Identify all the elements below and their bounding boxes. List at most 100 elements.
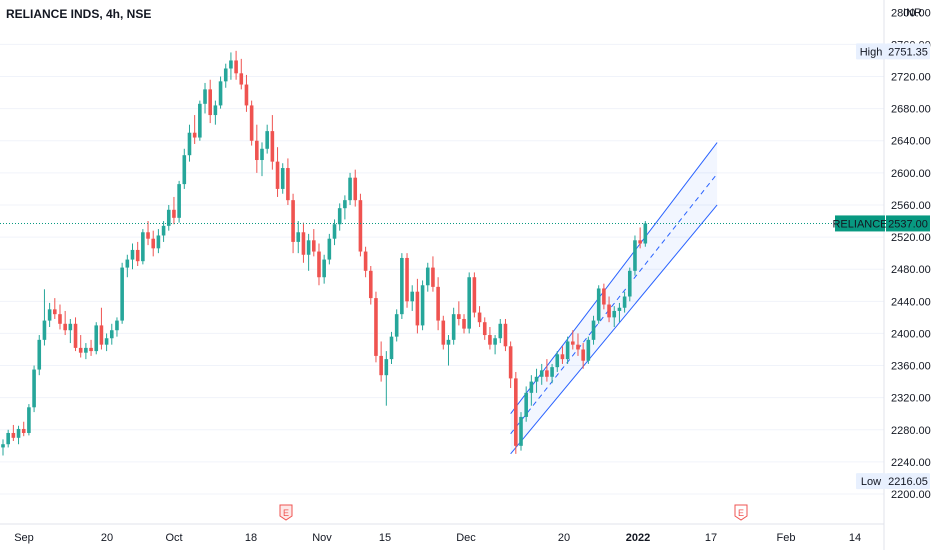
candle-body — [586, 339, 591, 361]
candle-body — [441, 320, 446, 345]
candle-body — [78, 347, 83, 353]
price-axis[interactable]: 2200.00 2240.00 2280.00 2320.00 2360.00 2400.… — [883, 0, 931, 550]
candle-body — [389, 336, 394, 360]
time-tick-label: Oct — [165, 532, 182, 544]
candle-body — [560, 354, 565, 360]
price-tick-label: 2720.00 — [891, 72, 931, 84]
time-axis[interactable]: Sep 20 Oct 18 Nov 15 Dec 20 2022 17 Feb 14 — [0, 523, 884, 544]
candle-body — [607, 304, 611, 318]
candle-body — [11, 432, 16, 438]
parallel-channel[interactable] — [510, 142, 718, 455]
candle-body — [104, 338, 109, 345]
candle-body — [120, 267, 124, 321]
price-tick-label: 2200.00 — [891, 489, 931, 501]
price-tick-label: 2560.00 — [891, 200, 931, 212]
candle-body — [415, 291, 420, 326]
candle-body — [529, 381, 534, 393]
time-tick-label: Feb — [777, 532, 796, 544]
candle-body — [363, 251, 368, 271]
candle-body — [565, 341, 570, 360]
high-badge-value: 2751.35 — [888, 46, 928, 58]
candle-body — [234, 60, 238, 74]
candle-body — [286, 168, 290, 201]
candle-body — [425, 267, 430, 286]
last-badge-value: 2537.00 — [888, 218, 928, 230]
candle-body — [545, 370, 549, 377]
candle-body — [602, 288, 606, 305]
price-tick-label: 2600.00 — [891, 168, 931, 180]
candle-body — [571, 341, 575, 345]
candle-body — [27, 407, 31, 433]
last-badge-label: RELIANCE — [832, 218, 887, 230]
candle-body — [229, 60, 233, 69]
candle-body — [420, 285, 425, 326]
candle-body — [353, 177, 358, 201]
candle-body — [534, 376, 539, 382]
low-badge-label-bg — [856, 473, 886, 490]
candle-body — [208, 89, 212, 116]
price-tick-label: 2280.00 — [891, 425, 931, 437]
price-tick-label: 2440.00 — [891, 296, 931, 308]
candle-body — [301, 232, 306, 255]
candle-body — [550, 367, 554, 377]
candle-body — [244, 84, 249, 106]
candle-body — [446, 339, 451, 345]
candle-body — [306, 240, 311, 255]
time-tick-label: 17 — [705, 532, 717, 544]
candle-body — [16, 428, 21, 438]
candle-body — [265, 131, 269, 149]
high-badge-label-bg — [856, 43, 886, 60]
candle-body — [151, 238, 156, 249]
candle-body — [255, 140, 259, 161]
candle-body — [638, 240, 642, 244]
candle-body — [394, 314, 399, 337]
currency-label[interactable]: INR — [903, 7, 922, 19]
candle-body — [203, 89, 207, 104]
candle-body — [135, 249, 140, 262]
candle-body — [358, 200, 363, 252]
price-tick-label: 2240.00 — [891, 457, 931, 469]
candle-body — [109, 330, 114, 339]
candles-layer — [1, 50, 648, 456]
candle-body — [462, 318, 466, 329]
candle-body — [296, 232, 301, 242]
candle-body — [32, 369, 36, 408]
earnings-marker-icon — [279, 504, 293, 521]
price-tick-label: 2400.00 — [891, 328, 931, 340]
candle-body — [493, 338, 497, 345]
candle-body — [312, 240, 316, 252]
candle-body — [94, 325, 99, 352]
grid-layer — [0, 43, 884, 495]
candle-body — [519, 416, 523, 446]
price-tick-label: 2320.00 — [891, 393, 931, 405]
earnings-marker-label: E — [283, 508, 289, 518]
last-badge-label-bg — [835, 215, 885, 232]
candle-body — [384, 359, 389, 376]
price-tick-label: 2480.00 — [891, 264, 931, 276]
candle-body — [612, 310, 617, 318]
candle-body — [467, 277, 471, 329]
candle-body — [596, 288, 601, 321]
candle-body — [141, 232, 145, 262]
candle-body — [400, 257, 404, 315]
last-badge-value-bg — [886, 215, 930, 232]
candle-body — [223, 68, 228, 82]
channel-fill — [510, 142, 718, 454]
candle-body — [53, 309, 57, 315]
candle-body — [177, 184, 181, 218]
time-tick-label: 20 — [101, 532, 113, 544]
candle-body — [260, 148, 264, 161]
candle-body — [1, 444, 5, 448]
candle-body — [37, 339, 42, 370]
candle-body — [379, 355, 383, 376]
candle-body — [368, 270, 373, 299]
candle-body — [436, 286, 440, 321]
candle-body — [249, 105, 254, 141]
candle-body — [58, 314, 62, 324]
candle-body — [42, 320, 47, 340]
candle-body — [472, 277, 477, 313]
time-tick-label: 18 — [245, 532, 257, 544]
time-tick-label: 14 — [849, 532, 861, 544]
